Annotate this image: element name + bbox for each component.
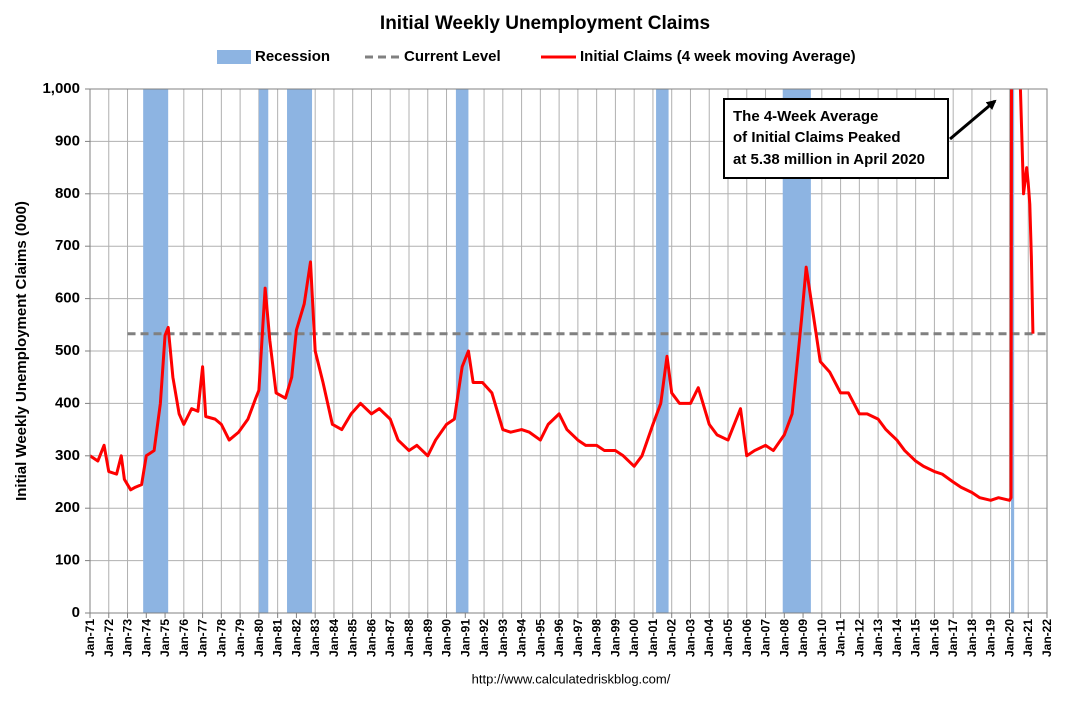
annotation-line: The 4-Week Average [733,108,878,125]
y-axis-label: Initial Weekly Unemployment Claims (000) [13,201,30,501]
x-tick-label: Jan-17 [946,619,960,657]
x-tick-label: Jan-07 [759,619,773,657]
x-tick-label: Jan-79 [233,619,247,657]
y-tick-label: 100 [55,552,80,569]
chart-title: Initial Weekly Unemployment Claims [380,13,710,34]
x-tick-label: Jan-83 [308,619,322,657]
claims-line [90,89,1035,502]
x-tick-label: Jan-85 [346,619,360,657]
x-tick-label: Jan-04 [702,619,716,657]
x-tick-label: Jan-21 [1021,619,1035,657]
lines [90,89,1047,502]
source: http://www.calculatedriskblog.com/ [472,671,671,686]
y-tick-label: 900 [55,132,80,149]
y-tick-label: 800 [55,185,80,202]
legend-label: Current Level [404,48,501,65]
x-tick-label: Jan-22 [1040,619,1054,657]
y-tick-label: 500 [55,342,80,359]
x-tick-label: Jan-08 [777,619,791,657]
y-tick-label: 200 [55,499,80,516]
y-tick-label: 400 [55,394,80,411]
legend: Recession Current Level Initial Claims (4 … [217,48,856,65]
x-tick-label: Jan-02 [665,619,679,657]
annotation-box [723,98,949,179]
annotation-arrow [949,99,997,141]
x-tick-label: Jan-82 [289,619,303,657]
recession-band [455,89,469,613]
x-tick-label: Jan-86 [364,619,378,657]
x-tick-label: Jan-03 [683,619,697,657]
annotation-line: of Initial Claims Peaked [733,129,901,146]
x-tick-label: Jan-95 [533,619,547,657]
x-tick-label: Jan-19 [984,619,998,657]
x-tick-label: Jan-81 [271,619,285,657]
x-tick-label: Jan-92 [477,619,491,657]
x-tick-label: Jan-18 [965,619,979,657]
x-tick-label: Jan-96 [552,619,566,657]
x-tick-label: Jan-71 [83,619,97,657]
x-tick-label: Jan-09 [796,619,810,657]
x-tick-label: Jan-75 [158,619,172,657]
x-tick-label: Jan-89 [421,619,435,657]
x-tick-label: Jan-12 [852,619,866,657]
x-tick-label: Jan-11 [834,619,848,657]
x-tick-label: Jan-16 [927,619,941,657]
x-tick-label: Jan-94 [515,619,529,657]
x-tick-label: Jan-80 [252,619,266,657]
annotation-line: at 5.38 million in April 2020 [733,151,925,168]
y-tick-label: 700 [55,237,80,254]
x-tick-label: Jan-97 [571,619,585,657]
recession-band [656,89,669,613]
x-tick-label: Jan-20 [1002,619,1016,657]
y-tick-label: 600 [55,290,80,307]
x-tick-label: Jan-00 [627,619,641,657]
x-tick-label: Jan-84 [327,619,341,657]
recession-band [258,89,269,613]
x-tick-label: Jan-05 [721,619,735,657]
y-tick-label: 1,000 [42,80,80,97]
x-tick-label: Jan-10 [815,619,829,657]
x-tick-label: Jan-15 [909,619,923,657]
x-tick-label: Jan-77 [196,619,210,657]
y-tick-label: 300 [55,447,80,464]
legend-swatch [217,50,251,64]
recession-bands [143,89,1015,613]
x-tick-label: Jan-78 [214,619,228,657]
x-tick-label: Jan-06 [740,619,754,657]
x-tick-label: Jan-01 [646,619,660,657]
x-tick-label: Jan-14 [890,619,904,657]
x-tick-label: Jan-91 [458,619,472,657]
x-tick-label: Jan-87 [383,619,397,657]
x-tick-label: Jan-98 [590,619,604,657]
x-tick-label: Jan-93 [496,619,510,657]
x-tick-label: Jan-90 [440,619,454,657]
x-tick-label: Jan-13 [871,619,885,657]
y-tick-label: 0 [72,604,80,621]
x-tick-label: Jan-73 [121,619,135,657]
x-tick-label: Jan-88 [402,619,416,657]
recession-band [287,89,313,613]
legend-label: Recession [255,48,330,65]
axes: 0 100 200 300 400 500 600 700 800 900 1,000 Jan-71 J… [42,80,1054,657]
x-tick-label: Jan-99 [608,619,622,657]
x-tick-label: Jan-72 [102,619,116,657]
legend-label: Initial Claims (4 week moving Average) [580,48,856,65]
x-tick-label: Jan-76 [177,619,191,657]
x-tick-label: Jan-74 [139,619,153,657]
